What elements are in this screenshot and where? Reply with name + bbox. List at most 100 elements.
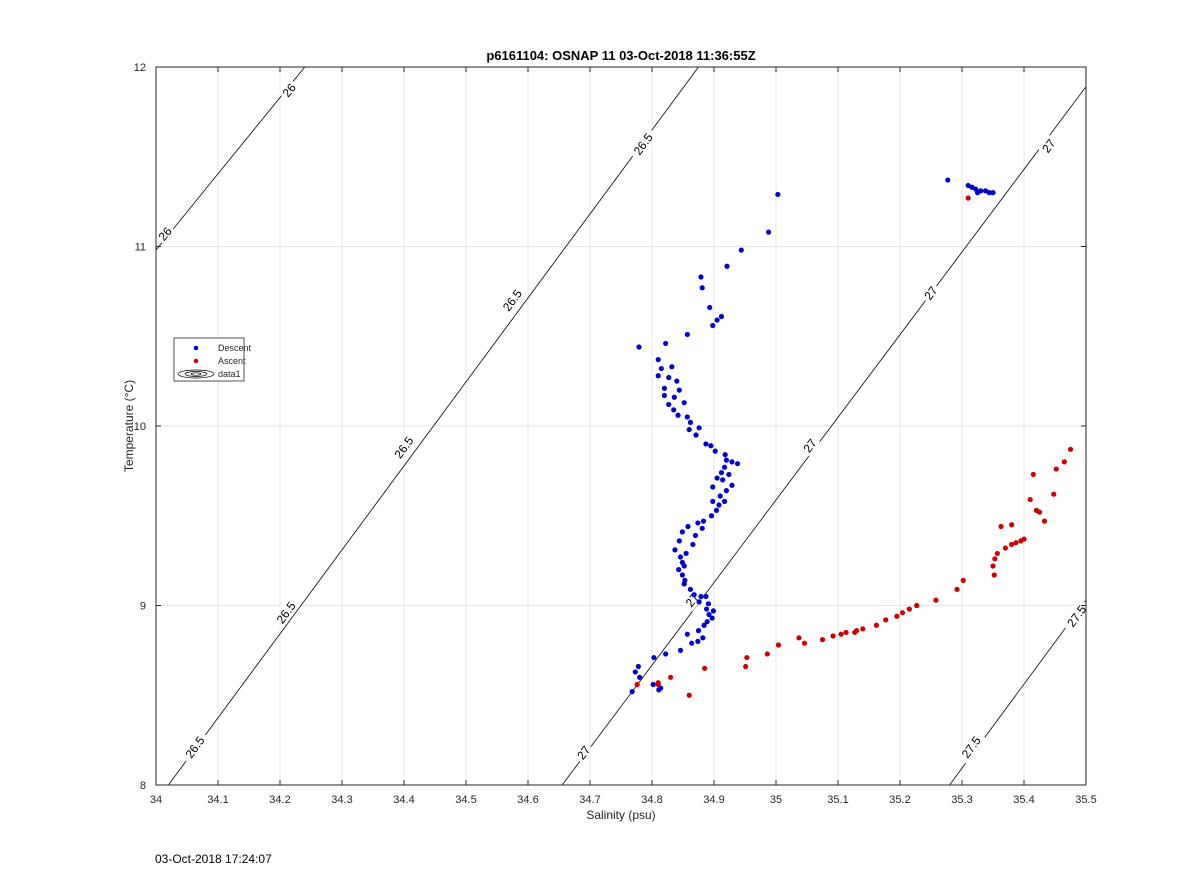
descent-point [714,317,720,323]
descent-point [717,493,723,499]
descent-point [687,586,694,592]
legend-data1-label: data1 [218,369,241,379]
descent-point [676,387,682,393]
ascent-point [899,610,906,616]
descent-point [677,554,684,560]
contour-label-bg [496,282,528,318]
ascent-point [933,597,939,603]
ascent-point [838,631,844,637]
ascent-point [744,654,750,661]
ascent-point [1009,522,1015,528]
y-tick-label: 10 [134,421,146,433]
descent-point [707,304,713,311]
ascent-point [965,195,971,201]
ascent-point [634,681,640,688]
ascent-point [906,606,912,612]
contour-label-bg [1036,133,1060,158]
x-tick-label: 34.9 [703,794,724,806]
legend-descent-marker [193,345,199,351]
x-tick-label: 35.4 [1013,794,1034,806]
descent-point [723,488,730,494]
descent-point [676,567,682,573]
descent-point [692,532,699,539]
descent-point [704,619,710,625]
descent-point [699,285,705,291]
x-tick-label: 35.3 [951,794,972,806]
descent-point [701,622,707,628]
series-ascent [634,195,1074,698]
descent-point [718,313,725,320]
descent-point [655,356,661,363]
descent-point [663,651,669,657]
descent-point [636,344,642,350]
ascent-point [998,523,1004,530]
descent-point [679,572,685,578]
x-tick-label: 34.6 [517,794,538,806]
contour-label-bg [627,126,659,162]
descent-point [650,681,656,688]
descent-point [681,581,687,587]
descent-point [669,364,675,370]
ascent-point [1030,471,1036,478]
descent-point [666,401,672,408]
descent-point [724,263,730,269]
x-tick-label: 34 [150,794,162,806]
legend-ascent-marker [193,358,199,364]
ascent-point [1036,509,1043,515]
descent-point [663,340,669,347]
descent-point [671,394,677,400]
descent-point [699,525,705,531]
contour-label-bg [1060,598,1092,634]
ascent-point [1041,518,1048,524]
descent-point [696,599,702,605]
x-tick-label: 34.2 [269,794,290,806]
descent-point [661,392,668,399]
contour-label-bg [388,429,420,465]
y-tick-label: 9 [140,601,146,613]
contour-label: 27 [800,436,819,455]
ascent-point [819,637,826,643]
contour-label: 27 [574,743,593,762]
ascent-point [796,635,802,641]
ascent-point [914,602,920,609]
contour-label-bg [179,729,211,765]
x-tick-label: 35 [770,794,782,806]
descent-point [635,663,641,670]
descent-point [709,615,715,621]
ascent-point [686,692,692,698]
descent-point [671,407,677,413]
ascent-point [1027,496,1033,503]
descent-point [690,541,696,548]
descent-point [710,498,716,504]
descent-point [698,593,704,600]
descent-point [986,190,992,196]
x-tick-label: 34.7 [579,794,600,806]
data-points [629,177,1074,698]
descent-point [677,647,684,653]
descent-point [713,507,720,513]
descent-point [708,513,715,519]
descent-point [721,464,728,470]
ascent-point [954,586,960,592]
descent-point [700,635,706,641]
descent-point [676,538,682,544]
ascent-point [992,556,998,562]
ascent-point [843,629,849,636]
legend-contour-icon [177,369,215,379]
contour-line-26 [156,67,306,251]
ascent-point [1053,466,1059,472]
descent-point [714,475,720,481]
x-tick-label: 34.5 [455,794,476,806]
ascent-point [1002,545,1009,551]
contour-label: 26 [280,80,299,99]
descent-point [974,190,981,196]
contour-label-bg [277,78,301,102]
descent-point [765,229,772,235]
descent-point [698,274,704,280]
contour-label-bg [571,740,595,765]
descent-point [693,432,699,438]
chart-title: p6161104: OSNAP 11 03-Oct-2018 11:36:55Z [486,48,755,63]
descent-point [696,425,702,431]
descent-point [722,452,728,458]
ascent-point [1061,459,1067,465]
